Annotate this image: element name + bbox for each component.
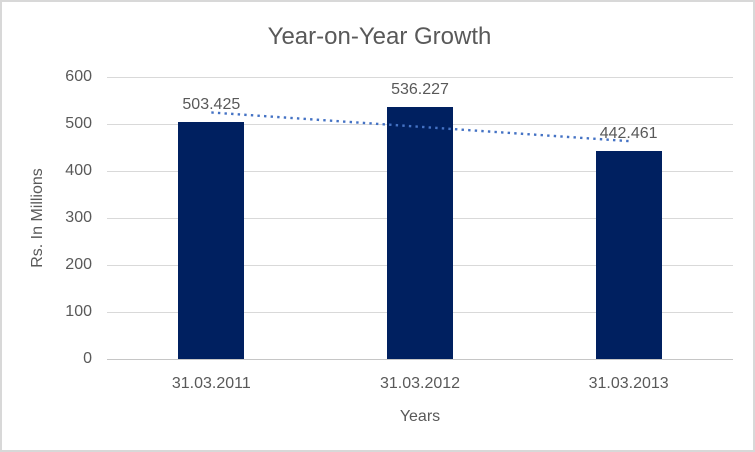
y-tick-label: 200 [65, 256, 92, 273]
y-tick-label: 300 [65, 209, 92, 226]
x-axis-title: Years [399, 408, 441, 425]
x-tick-label: 31.03.2011 [171, 375, 251, 392]
bar [595, 151, 662, 359]
gridline [107, 76, 733, 78]
bar [387, 106, 453, 359]
y-tick-label: 100 [65, 303, 92, 320]
y-tick-label: 500 [65, 115, 92, 132]
bar-value-label: 442.461 [599, 125, 658, 143]
x-axis-line [107, 359, 733, 360]
bar [178, 122, 245, 359]
x-tick-label: 31.03.2013 [588, 375, 669, 392]
y-tick-label: 0 [83, 350, 92, 367]
bar-value-label: 503.425 [182, 96, 241, 114]
y-tick-label: 600 [65, 68, 92, 85]
x-tick-label: 31.03.2012 [379, 375, 461, 392]
y-tick-label: 400 [65, 162, 92, 179]
chart-title: Year-on-Year Growth [267, 23, 492, 50]
bar-value-label: 536.227 [391, 80, 449, 98]
